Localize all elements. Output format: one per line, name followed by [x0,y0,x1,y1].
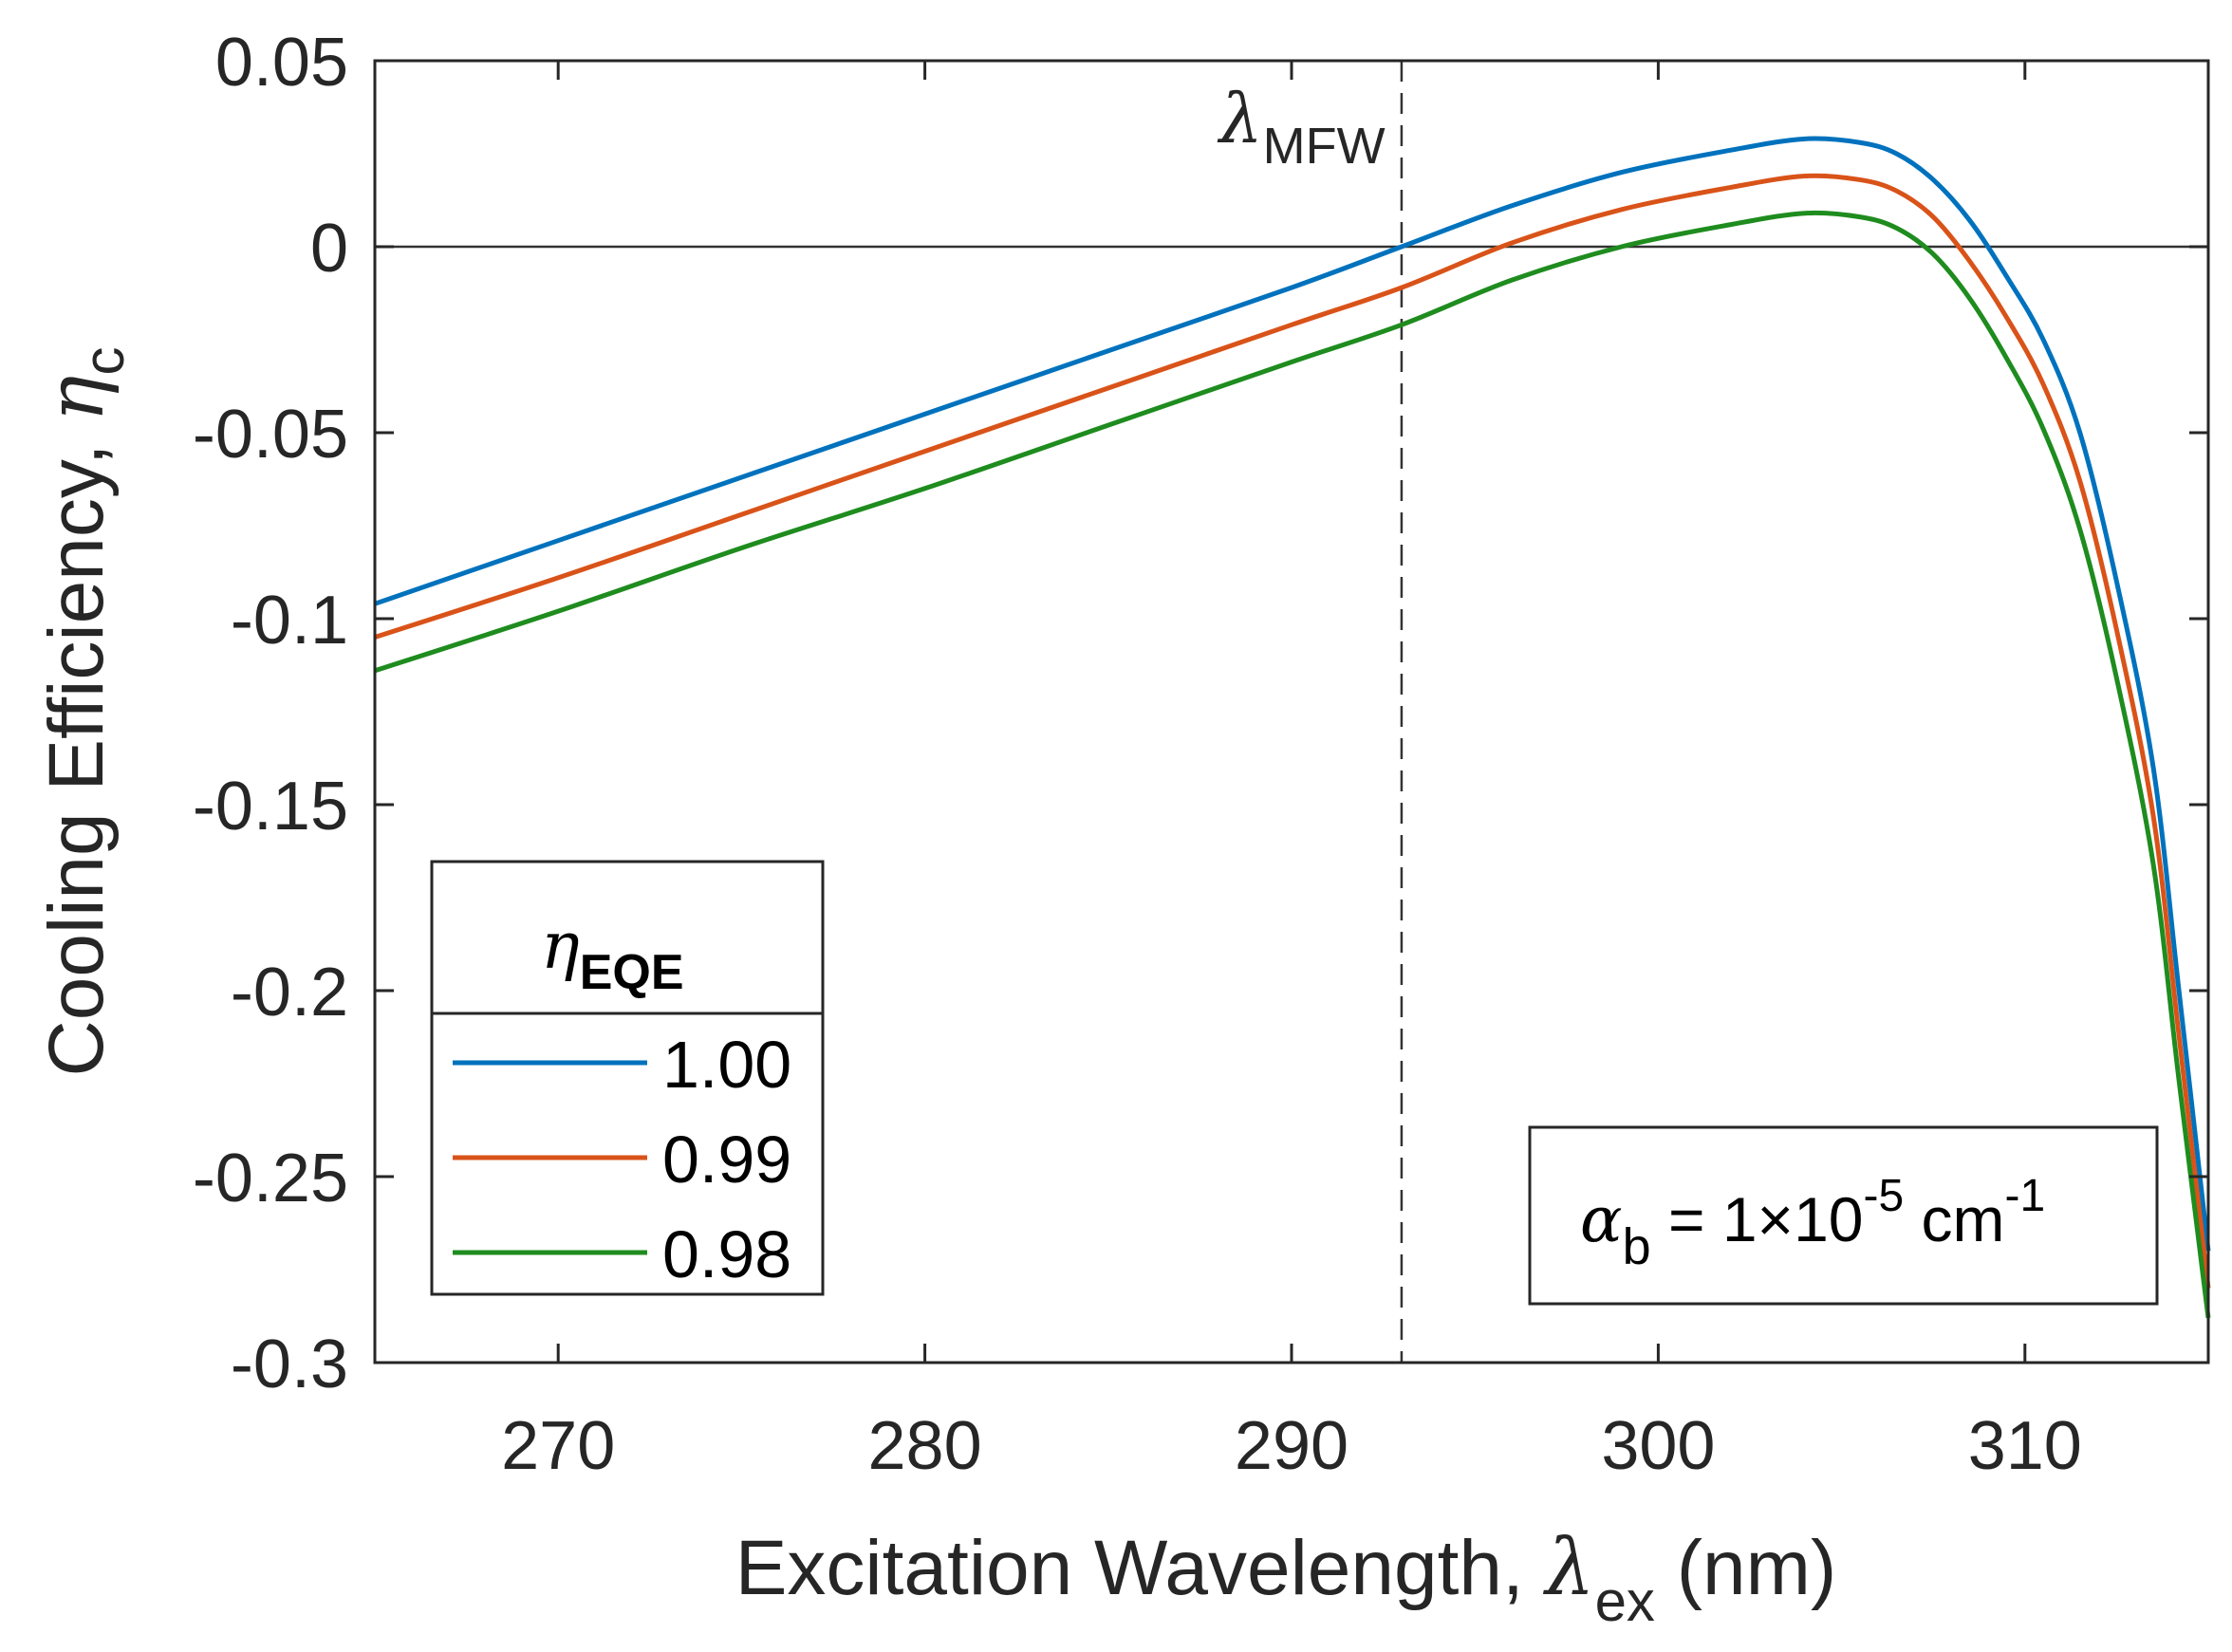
y-tick-label: 0 [310,211,348,287]
legend-title: ηEQE [541,909,684,1000]
x-tick-label: 270 [501,1408,615,1484]
y-tick-label: -0.15 [193,769,348,845]
y-tick-label: -0.25 [193,1141,348,1216]
legend: ηEQE 1.00 0.99 0.98 [430,860,825,1296]
y-tick-label: -0.3 [231,1327,348,1402]
annotation-box: αb = 1×10-5 cm-1 [1528,1125,2159,1306]
y-tick-label: -0.05 [193,397,348,473]
series-lines [374,136,2211,1319]
series-line-0.98 [374,210,2211,1319]
x-tick-label: 300 [1601,1408,1715,1484]
series-line-1.00 [374,136,2211,1252]
plot-area [375,61,2208,1363]
legend-label: 1.00 [662,1028,791,1102]
y-axis-label: Cooling Efficiency, ηc [31,347,136,1077]
series-line-0.99 [374,173,2211,1289]
y-tick-label: -0.1 [231,583,348,659]
legend-label: 0.98 [662,1217,791,1291]
axes-frame [373,59,2210,1364]
y-tick-label: 0.05 [215,25,348,101]
y-tick-label: -0.2 [231,955,348,1030]
axis-ticks: 270 280 290 300 310 0.05 0 -0.05 -0.1 -0.15 -0.2 -0… [193,25,2208,1484]
svg-text:αb = 1×10-5 cm-1: αb = 1×10-5 cm-1 [1580,1171,2045,1275]
vline-label: λMFW [1217,79,1386,175]
x-tick-label: 310 [1968,1408,2082,1484]
x-tick-label: 280 [868,1408,982,1484]
x-tick-label: 290 [1235,1408,1348,1484]
x-axis-label: Excitation Wavelength, λex (nm) [735,1523,1837,1633]
legend-label: 0.99 [662,1123,791,1197]
